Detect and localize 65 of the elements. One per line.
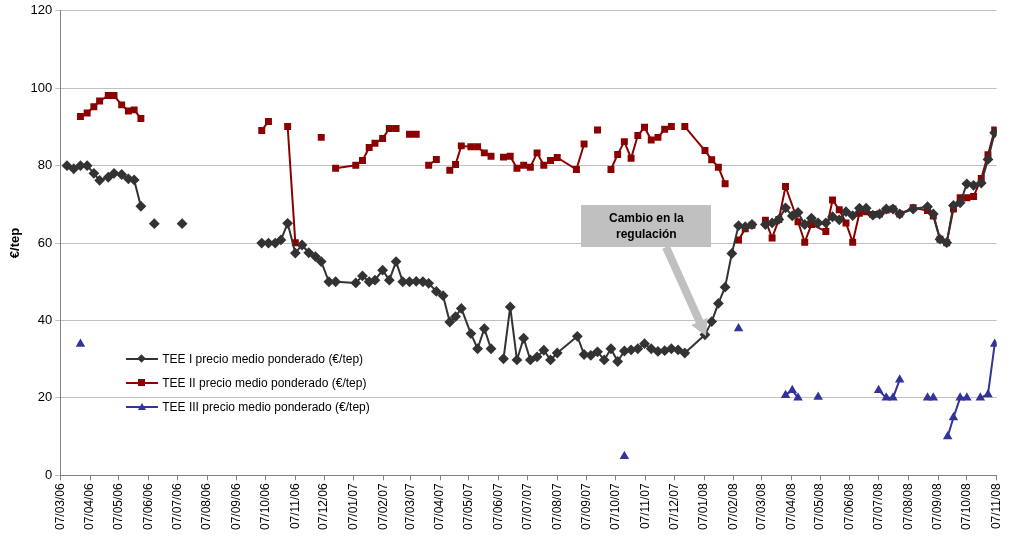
y-tick-label: 20	[37, 389, 53, 405]
x-tick-label: 07/05/07	[461, 482, 476, 531]
x-tick-label: 07/06/07	[491, 482, 506, 531]
point	[814, 392, 823, 400]
point	[962, 393, 971, 401]
point	[895, 375, 904, 383]
x-tick-label: 07/10/08	[959, 482, 974, 531]
x-tick-label: 07/09/08	[930, 482, 945, 531]
legend-label: TEE III precio medio ponderado (€/tep)	[162, 400, 370, 415]
x-tick-label: 07/11/08	[988, 482, 1003, 530]
x-tick-label: 07/01/07	[346, 482, 361, 531]
x-tick-label: 07/01/08	[696, 482, 711, 531]
x-tick-label: 07/03/07	[402, 482, 417, 531]
point	[943, 432, 952, 440]
point	[76, 339, 85, 347]
x-tick-label: 07/05/06	[111, 482, 126, 531]
y-tick-label: 100	[30, 79, 53, 95]
y-tick-label: 40	[37, 312, 53, 328]
y-tick-label: 0	[45, 466, 53, 482]
point	[620, 451, 629, 460]
x-tick-label: 07/11/06	[287, 482, 302, 530]
x-tick-label: 07/04/06	[82, 482, 97, 531]
x-tick-label: 07/08/06	[199, 482, 214, 531]
point	[781, 390, 790, 398]
annotation: Cambio en la regulación	[608, 209, 685, 242]
point	[976, 393, 985, 401]
x-tick-label: 07/11/07	[637, 482, 652, 530]
legend-label: TEE II precio medio ponderado (€/tep)	[162, 376, 367, 391]
x-tick-label: 07/03/06	[52, 482, 67, 531]
x-tick-label: 07/08/08	[900, 482, 915, 531]
x-tick-label: 07/04/08	[783, 482, 798, 531]
point	[888, 393, 898, 401]
point	[949, 413, 958, 421]
point	[923, 393, 932, 401]
x-tick-label: 07/12/07	[666, 482, 681, 531]
x-tick-label: 07/06/06	[140, 482, 155, 531]
legend-label: TEE I precio medio ponderado (€/tep)	[162, 352, 364, 367]
x-tick-label: 07/08/07	[549, 482, 564, 531]
y-axis-title: €/tep	[7, 227, 23, 259]
x-tick-label: 07/09/06	[229, 482, 244, 531]
x-tick-label: 07/10/06	[257, 482, 272, 531]
point	[882, 393, 891, 401]
x-tick-label: 07/02/07	[375, 482, 390, 531]
point	[983, 389, 992, 398]
x-tick-label: 07/05/08	[812, 482, 827, 531]
x-tick-label: 07/03/08	[753, 482, 768, 531]
x-tick-label: 07/07/06	[169, 482, 184, 531]
x-tick-label: 07/06/08	[842, 482, 857, 531]
x-tick-label: 07/07/07	[519, 482, 534, 531]
y-tick-label: 60	[37, 234, 53, 250]
x-tick-label: 07/09/07	[579, 482, 594, 531]
point	[788, 385, 797, 393]
y-tick-label: 120	[30, 2, 53, 18]
x-tick-label: 07/07/08	[870, 482, 885, 531]
point	[734, 324, 743, 332]
x-tick-label: 07/10/07	[608, 482, 623, 531]
point	[990, 339, 997, 347]
point	[793, 393, 803, 401]
x-tick-label: 07/04/07	[432, 482, 447, 531]
point	[874, 385, 883, 393]
x-tick-label: 07/02/08	[726, 482, 741, 531]
y-tick-label: 80	[37, 157, 53, 173]
x-tick-label: 07/12/06	[316, 482, 331, 531]
point	[956, 393, 965, 401]
point	[929, 393, 938, 401]
